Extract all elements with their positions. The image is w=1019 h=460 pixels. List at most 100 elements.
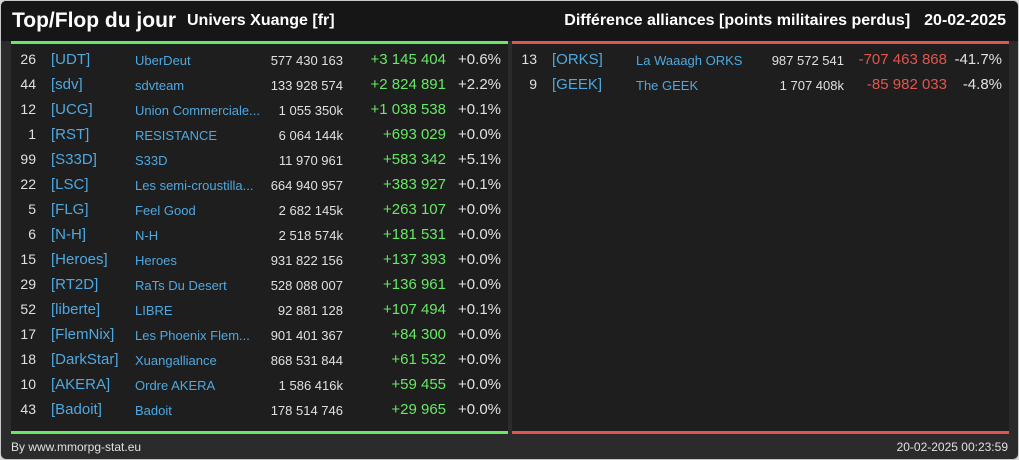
subtitle: Différence alliances [points militaires … <box>564 12 911 29</box>
diff-cell: -707 463 868 <box>858 51 947 68</box>
diff-cell: +59 455 <box>391 376 446 393</box>
top-row: 22 [LSC] Les semi-croustilla... 664 940 957… <box>11 173 508 198</box>
alliance-tag-link[interactable]: [FLG] <box>51 201 89 218</box>
top-row: 26 [UDT] UberDeut 577 430 163 +3 145 404 +0.6… <box>11 48 508 73</box>
alliance-name-link[interactable]: S33D <box>135 153 168 168</box>
percent-cell: +0.0% <box>458 351 501 368</box>
alliance-name-link[interactable]: Les semi-croustilla... <box>135 178 254 193</box>
points-cell: 2 518 574k <box>278 228 343 243</box>
percent-cell: +0.6% <box>458 51 501 68</box>
alliance-tag-link[interactable]: [DarkStar] <box>51 351 119 368</box>
alliance-tag-link[interactable]: [RT2D] <box>51 276 99 293</box>
alliance-tag-link[interactable]: [UCG] <box>51 101 93 118</box>
page-title: Top/Flop du jour <box>12 9 177 32</box>
top-row: 1 [RST] RESISTANCE 6 064 144k +693 029 +0.0% <box>11 123 508 148</box>
percent-cell: +0.1% <box>458 301 501 318</box>
top-row: 44 [sdv] sdvteam 133 928 574 +2 824 891 +2.2% <box>11 73 508 98</box>
alliance-tag-link[interactable]: [GEEK] <box>552 76 603 93</box>
points-cell: 92 881 128 <box>277 303 343 318</box>
diff-cell: +2 824 891 <box>370 76 447 93</box>
percent-cell: +0.0% <box>458 401 501 418</box>
top-row: 52 [liberte] LIBRE 92 881 128 +107 494 +0.1% <box>11 298 508 323</box>
alliance-tag-link[interactable]: [N-H] <box>51 226 86 243</box>
alliance-tag-link[interactable]: [Badoit] <box>51 401 102 418</box>
alliance-tag-link[interactable]: [ORKS] <box>552 51 603 68</box>
alliance-name-link[interactable]: Heroes <box>135 253 177 268</box>
alliance-tag-link[interactable]: [liberte] <box>51 301 101 318</box>
diff-cell: -85 982 033 <box>866 76 947 93</box>
source-link[interactable]: By www.mmorpg-stat.eu <box>11 440 142 454</box>
alliance-name-link[interactable]: Feel Good <box>135 203 196 218</box>
rank-cell: 44 <box>20 76 36 92</box>
percent-cell: +0.0% <box>458 326 501 343</box>
diff-cell: +137 393 <box>383 251 446 268</box>
alliance-tag-link[interactable]: [S33D] <box>51 151 97 168</box>
points-cell: 133 928 574 <box>270 78 343 93</box>
rank-cell: 29 <box>20 276 36 292</box>
alliance-name-link[interactable]: Xuangalliance <box>135 353 217 368</box>
alliance-name-link[interactable]: La Waaagh ORKS <box>636 53 743 68</box>
rank-cell: 10 <box>20 376 36 392</box>
alliance-name-link[interactable]: Les Phoenix Flem... <box>135 328 250 343</box>
alliance-name-link[interactable]: N-H <box>135 228 159 243</box>
percent-cell: +0.0% <box>458 376 501 393</box>
top-row: 10 [AKERA] Ordre AKERA 1 586 416k +59 455 +0.… <box>11 373 508 398</box>
top-row: 17 [FlemNix] Les Phoenix Flem... 901 401 36… <box>11 323 508 348</box>
alliance-name-link[interactable]: UberDeut <box>135 53 191 68</box>
diff-cell: +693 029 <box>383 126 446 143</box>
alliance-tag-link[interactable]: [UDT] <box>51 51 91 68</box>
diff-cell: +583 342 <box>383 151 446 168</box>
alliance-name-link[interactable]: The GEEK <box>636 78 699 93</box>
alliance-tag-link[interactable]: [RST] <box>51 126 90 143</box>
header-date: 20-02-2025 <box>924 12 1006 29</box>
points-cell: 1 055 350k <box>278 103 343 118</box>
rank-cell: 52 <box>20 301 36 317</box>
percent-cell: +0.0% <box>458 201 501 218</box>
rank-cell: 1 <box>28 126 36 142</box>
rank-cell: 99 <box>20 151 36 167</box>
alliance-name-link[interactable]: RaTs Du Desert <box>135 278 227 293</box>
alliance-name-link[interactable]: Badoit <box>135 403 172 418</box>
diff-cell: +181 531 <box>383 226 446 243</box>
rank-cell: 43 <box>20 401 36 417</box>
alliance-tag-link[interactable]: [AKERA] <box>51 376 111 393</box>
points-cell: 577 430 163 <box>270 53 343 68</box>
points-cell: 901 401 367 <box>270 328 343 343</box>
percent-cell: -4.8% <box>962 76 1002 93</box>
alliance-name-link[interactable]: Ordre AKERA <box>135 378 216 393</box>
alliance-tag-link[interactable]: [FlemNix] <box>51 326 115 343</box>
percent-cell: +5.1% <box>458 151 501 168</box>
alliance-tag-link[interactable]: [sdv] <box>51 76 83 93</box>
flop-row: 13 [ORKS] La Waaagh ORKS 987 572 541 -707 46… <box>512 48 1009 73</box>
diff-cell: +383 927 <box>383 176 446 193</box>
alliance-name-link[interactable]: LIBRE <box>135 303 173 318</box>
rank-cell: 9 <box>529 76 537 92</box>
points-cell: 664 940 957 <box>270 178 343 193</box>
percent-cell: +0.0% <box>458 276 501 293</box>
header-right: Différence alliances [points militaires … <box>564 12 1006 30</box>
top-row: 5 [FLG] Feel Good 2 682 145k +263 107 +0.0% <box>11 198 508 223</box>
points-cell: 2 682 145k <box>278 203 343 218</box>
timestamp: 20-02-2025 00:23:59 <box>896 440 1008 454</box>
rank-cell: 15 <box>20 251 36 267</box>
alliance-tag-link[interactable]: [Heroes] <box>51 251 108 268</box>
rank-cell: 22 <box>20 176 36 192</box>
top-row: 18 [DarkStar] Xuangalliance 868 531 844 +61 … <box>11 348 508 373</box>
percent-cell: +0.1% <box>458 176 501 193</box>
rank-cell: 26 <box>20 51 36 67</box>
diff-cell: +107 494 <box>383 301 446 318</box>
alliance-tag-link[interactable]: [LSC] <box>51 176 89 193</box>
alliance-name-link[interactable]: sdvteam <box>135 78 185 93</box>
alliance-name-link[interactable]: RESISTANCE <box>135 128 218 143</box>
flop-panel: 13 [ORKS] La Waaagh ORKS 987 572 541 -707 46… <box>512 41 1009 434</box>
percent-cell: +0.1% <box>458 101 501 118</box>
alliance-name-link[interactable]: Union Commerciale... <box>135 103 260 118</box>
diff-cell: +136 961 <box>383 276 446 293</box>
percent-cell: -41.7% <box>954 51 1002 68</box>
diff-cell: +3 145 404 <box>370 51 447 68</box>
top-row: 99 [S33D] S33D 11 970 961 +583 342 +5.1% <box>11 148 508 173</box>
rank-cell: 6 <box>28 226 36 242</box>
points-cell: 528 088 007 <box>270 278 343 293</box>
points-cell: 868 531 844 <box>270 353 343 368</box>
